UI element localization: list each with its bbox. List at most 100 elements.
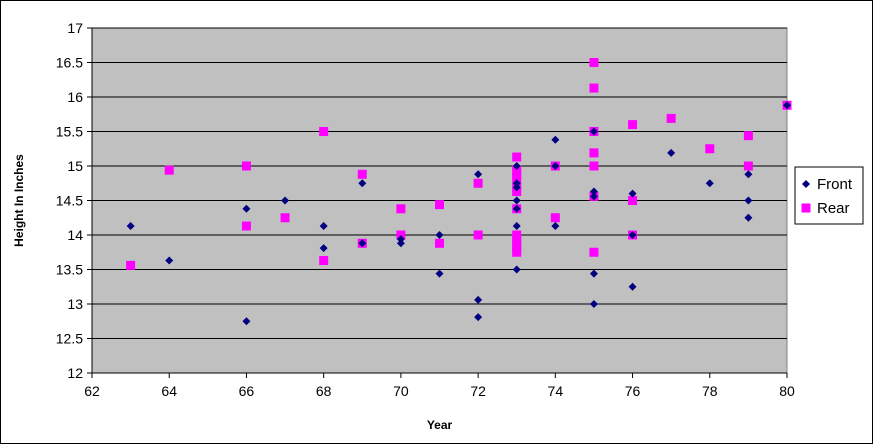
rear-point	[589, 161, 599, 171]
front-point	[589, 192, 598, 201]
x-tick-label: 74	[548, 383, 564, 399]
rear-point	[589, 247, 599, 257]
front-point	[512, 183, 521, 192]
front-point	[589, 187, 598, 196]
y-tick-label: 13	[67, 296, 83, 312]
front-point	[589, 269, 598, 278]
front-point	[744, 213, 753, 222]
x-tick-label: 78	[702, 383, 718, 399]
rear-point	[666, 113, 676, 123]
front-point	[396, 235, 405, 244]
x-tick-label: 66	[239, 383, 255, 399]
y-tick-label: 15.5	[56, 124, 83, 140]
rear-point	[512, 187, 522, 197]
legend-marker-rear	[801, 203, 811, 213]
front-point	[319, 222, 328, 231]
front-point	[744, 170, 753, 179]
rear-point	[473, 230, 483, 240]
x-tick-label: 76	[625, 383, 641, 399]
series-front	[126, 101, 791, 326]
x-tick-label: 62	[84, 383, 100, 399]
front-point	[744, 196, 753, 205]
legend-box	[794, 166, 864, 225]
rear-point	[396, 230, 406, 240]
legend: Front Rear	[794, 166, 864, 225]
rear-point	[743, 131, 753, 141]
data-points	[126, 58, 792, 326]
front-point	[474, 170, 483, 179]
rear-point	[435, 200, 444, 210]
x-tick-label: 70	[393, 383, 409, 399]
rear-point	[435, 238, 444, 248]
y-tick-label: 12.5	[56, 331, 83, 347]
x-tick-label: 72	[470, 383, 486, 399]
rear-point	[319, 256, 329, 266]
front-point	[512, 179, 521, 188]
front-point	[551, 222, 560, 231]
x-tick-label: 80	[779, 383, 795, 399]
rear-point	[473, 178, 483, 188]
gridlines	[91, 27, 787, 374]
rear-point	[589, 148, 599, 158]
rear-point	[512, 238, 522, 248]
front-point	[126, 222, 135, 231]
rear-point	[512, 174, 522, 184]
y-tick-label: 15	[67, 158, 83, 174]
front-point	[358, 239, 367, 248]
y-axis-title: Height In Inches	[12, 154, 26, 247]
legend-marker-front	[802, 180, 810, 188]
front-point	[319, 244, 328, 253]
front-point	[474, 313, 483, 322]
rear-point	[705, 144, 715, 154]
front-point	[512, 204, 521, 213]
rear-point	[241, 221, 251, 231]
y-tick-label: 16	[67, 89, 83, 105]
front-point	[358, 179, 367, 188]
front-point	[512, 196, 521, 205]
rear-point	[512, 152, 522, 162]
x-axis-title: Year	[427, 418, 453, 432]
front-point	[512, 162, 521, 170]
rear-point	[512, 169, 522, 179]
legend-label-rear: Rear	[817, 200, 850, 217]
rear-point	[550, 213, 560, 223]
rear-point	[319, 127, 329, 136]
y-tick-label: 13.5	[56, 262, 83, 278]
rear-point	[589, 83, 599, 93]
rear-point	[241, 161, 251, 171]
y-tick-label: 12	[67, 365, 83, 381]
front-point	[589, 127, 598, 136]
x-tick-label: 64	[161, 383, 177, 399]
rear-point	[280, 213, 290, 223]
front-point	[165, 256, 174, 265]
rear-point	[396, 204, 406, 214]
y-tick-label: 16.5	[56, 55, 83, 71]
front-point	[474, 295, 483, 304]
rear-point	[126, 260, 136, 270]
front-point	[242, 204, 251, 213]
rear-point	[512, 247, 522, 257]
front-point	[281, 196, 290, 205]
rear-point	[743, 161, 753, 171]
rear-point	[628, 196, 638, 205]
rear-point	[589, 58, 599, 67]
y-tick-label: 14.5	[56, 193, 83, 209]
front-point	[435, 231, 444, 239]
y-tick-labels: 12 12.5 13 13.5 14 14.5 15 15.5 16 16.5 17	[56, 20, 92, 381]
front-point	[551, 162, 560, 170]
front-point	[628, 189, 637, 198]
y-tick-label: 17	[67, 20, 83, 36]
x-tick-labels: 62 64 66 68 70 72 74 76 78 80	[84, 373, 795, 399]
rear-point	[164, 165, 174, 175]
front-point	[242, 317, 251, 326]
y-tick-label: 14	[67, 227, 83, 243]
front-point	[783, 101, 791, 110]
front-point	[512, 222, 521, 231]
front-point	[628, 282, 637, 291]
front-point	[667, 148, 676, 157]
front-point	[551, 135, 560, 144]
rear-point	[628, 120, 638, 130]
front-point	[396, 239, 405, 248]
